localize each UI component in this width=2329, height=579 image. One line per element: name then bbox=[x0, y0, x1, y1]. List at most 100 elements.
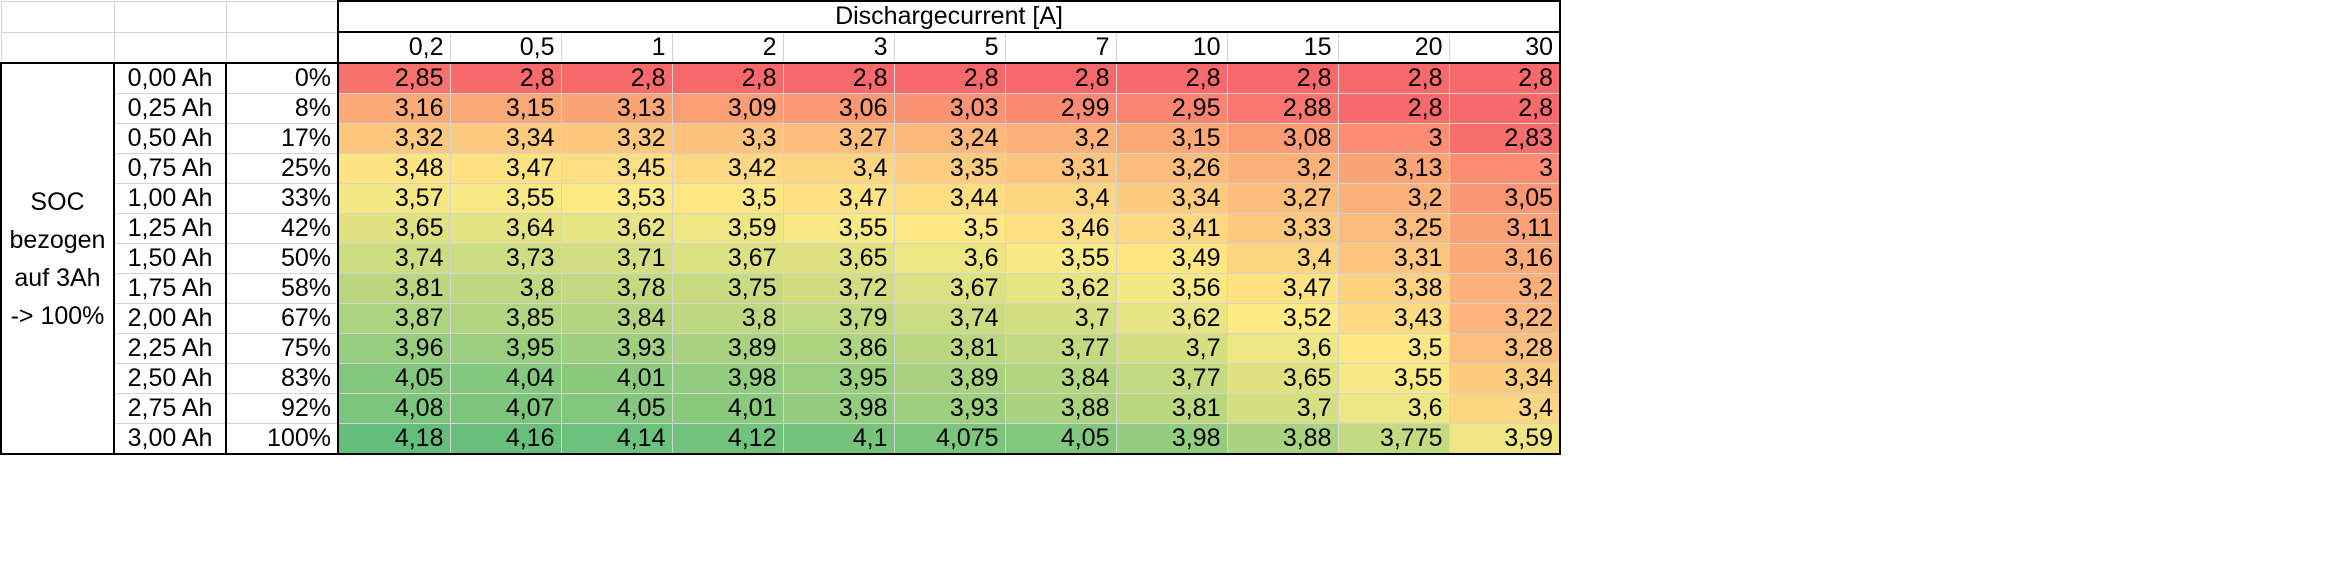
capacity-cell: 1,75 Ah bbox=[113, 273, 227, 304]
voltage-cell: 2,88 bbox=[1226, 93, 1339, 124]
voltage-cell: 3,31 bbox=[1004, 153, 1117, 184]
voltage-cell: 4,12 bbox=[671, 423, 784, 455]
voltage-cell: 3,77 bbox=[1115, 363, 1228, 394]
voltage-cell: 3,62 bbox=[1004, 273, 1117, 304]
voltage-cell: 3 bbox=[1337, 123, 1450, 154]
voltage-cell: 3,7 bbox=[1004, 303, 1117, 334]
voltage-cell: 3,88 bbox=[1004, 393, 1117, 424]
header-blank-cell bbox=[225, 31, 339, 64]
voltage-cell: 3,96 bbox=[337, 333, 451, 364]
current-header-cell: 5 bbox=[893, 31, 1006, 64]
voltage-cell: 3,53 bbox=[560, 183, 673, 214]
voltage-cell: 4,05 bbox=[337, 363, 451, 394]
voltage-cell: 4,05 bbox=[560, 393, 673, 424]
voltage-cell: 2,8 bbox=[1115, 62, 1228, 94]
voltage-cell: 3,77 bbox=[1004, 333, 1117, 364]
voltage-cell: 3,2 bbox=[1337, 183, 1450, 214]
capacity-cell: 3,00 Ah bbox=[113, 423, 227, 455]
header-blank-cell bbox=[0, 0, 115, 33]
voltage-cell: 3,8 bbox=[449, 273, 562, 304]
voltage-cell: 3,57 bbox=[337, 183, 451, 214]
voltage-cell: 3,45 bbox=[560, 153, 673, 184]
header-blank-cell bbox=[113, 31, 227, 64]
table-row: SOC bezogen auf 3Ah -> 100% 0,00 Ah 0% 2,85… bbox=[0, 62, 1562, 455]
soc-percent-cell: 83% bbox=[225, 363, 339, 394]
voltage-cell: 2,8 bbox=[1337, 93, 1450, 124]
voltage-cell: 3,62 bbox=[560, 213, 673, 244]
voltage-cell: 3,03 bbox=[893, 93, 1006, 124]
header-blank-cell bbox=[113, 0, 227, 33]
voltage-cell: 3,47 bbox=[1226, 273, 1339, 304]
voltage-cell: 3,98 bbox=[1115, 423, 1228, 455]
capacity-cell: 2,50 Ah bbox=[113, 363, 227, 394]
voltage-cell: 3,55 bbox=[1337, 363, 1450, 394]
capacity-cell: 0,00 Ah bbox=[113, 62, 227, 94]
voltage-cell: 3,59 bbox=[671, 213, 784, 244]
voltage-cell: 2,99 bbox=[1004, 93, 1117, 124]
voltage-cell: 3,52 bbox=[1226, 303, 1339, 334]
voltage-cell: 3,16 bbox=[337, 93, 451, 124]
voltage-cell: 3,22 bbox=[1448, 303, 1562, 334]
voltage-cell: 3,64 bbox=[449, 213, 562, 244]
table-row: 0,25 Ah 8% 3,16 3,15 3,13 3,09 3,06 3,03 2,99 2,9… bbox=[1, 93, 1562, 124]
discharge-voltage-table: Dischargecurrent [A] 0,2 0,5 1 2 3 5 7 10 15 20 30 S… bbox=[0, 0, 1562, 455]
voltage-cell: 3,56 bbox=[1115, 273, 1228, 304]
table-row: 3,00 Ah 100% 4,18 4,16 4,14 4,12 4,1 4,075 4,05 3… bbox=[1, 423, 1562, 455]
voltage-cell: 3,55 bbox=[1004, 243, 1117, 274]
capacity-cell: 1,25 Ah bbox=[113, 213, 227, 244]
soc-percent-cell: 50% bbox=[225, 243, 339, 274]
current-header-cell: 7 bbox=[1004, 31, 1117, 64]
voltage-cell: 4,14 bbox=[560, 423, 673, 455]
voltage-cell: 3,47 bbox=[449, 153, 562, 184]
voltage-cell: 2,95 bbox=[1115, 93, 1228, 124]
voltage-cell: 2,8 bbox=[1337, 62, 1450, 94]
voltage-cell: 3,33 bbox=[1226, 213, 1339, 244]
voltage-cell: 3,59 bbox=[1448, 423, 1562, 455]
voltage-cell: 3,06 bbox=[782, 93, 895, 124]
voltage-cell: 3,41 bbox=[1115, 213, 1228, 244]
voltage-cell: 4,1 bbox=[782, 423, 895, 455]
table-row: 2,50 Ah 83% 4,05 4,04 4,01 3,98 3,95 3,89 3,84 3,… bbox=[1, 363, 1562, 394]
voltage-cell: 3,72 bbox=[782, 273, 895, 304]
voltage-cell: 3,74 bbox=[893, 303, 1006, 334]
voltage-cell: 3,11 bbox=[1448, 213, 1562, 244]
table-row: 1,75 Ah 58% 3,81 3,8 3,78 3,75 3,72 3,67 3,62 3,5… bbox=[1, 273, 1562, 304]
voltage-cell: 3,48 bbox=[337, 153, 451, 184]
voltage-cell: 4,18 bbox=[337, 423, 451, 455]
voltage-cell: 3,55 bbox=[449, 183, 562, 214]
voltage-cell: 3,88 bbox=[1226, 423, 1339, 455]
voltage-cell: 3,5 bbox=[671, 183, 784, 214]
voltage-cell: 3,7 bbox=[1115, 333, 1228, 364]
voltage-cell: 3,6 bbox=[1337, 393, 1450, 424]
voltage-cell: 3,95 bbox=[782, 363, 895, 394]
voltage-cell: 3,34 bbox=[1115, 183, 1228, 214]
voltage-cell: 2,8 bbox=[1448, 93, 1562, 124]
voltage-cell: 3,73 bbox=[449, 243, 562, 274]
table-row: 1,25 Ah 42% 3,65 3,64 3,62 3,59 3,55 3,5 3,46 3,4… bbox=[1, 213, 1562, 244]
voltage-cell: 4,075 bbox=[893, 423, 1006, 455]
voltage-cell: 3,43 bbox=[1337, 303, 1450, 334]
voltage-cell: 3,24 bbox=[893, 123, 1006, 154]
voltage-cell: 3,8 bbox=[671, 303, 784, 334]
voltage-cell: 3,79 bbox=[782, 303, 895, 334]
voltage-cell: 4,16 bbox=[449, 423, 562, 455]
voltage-cell: 3,3 bbox=[671, 123, 784, 154]
voltage-cell: 3,67 bbox=[671, 243, 784, 274]
voltage-cell: 3,2 bbox=[1448, 273, 1562, 304]
voltage-cell: 3,65 bbox=[782, 243, 895, 274]
table-row: 2,75 Ah 92% 4,08 4,07 4,05 4,01 3,98 3,93 3,88 3,… bbox=[1, 393, 1562, 424]
capacity-cell: 1,00 Ah bbox=[113, 183, 227, 214]
soc-label-cell: SOC bezogen auf 3Ah -> 100% bbox=[0, 62, 115, 455]
table-row: 2,25 Ah 75% 3,96 3,95 3,93 3,89 3,86 3,81 3,77 3,… bbox=[1, 333, 1562, 364]
voltage-cell: 3,42 bbox=[671, 153, 784, 184]
voltage-cell: 3,32 bbox=[337, 123, 451, 154]
voltage-cell: 3,34 bbox=[449, 123, 562, 154]
current-header-cell: 10 bbox=[1115, 31, 1228, 64]
current-header-cell: 0,2 bbox=[337, 31, 451, 64]
soc-percent-cell: 100% bbox=[225, 423, 339, 455]
voltage-cell: 3,65 bbox=[337, 213, 451, 244]
table-row: 2,00 Ah 67% 3,87 3,85 3,84 3,8 3,79 3,74 3,7 3,62… bbox=[1, 303, 1562, 334]
voltage-cell: 4,08 bbox=[337, 393, 451, 424]
capacity-cell: 2,75 Ah bbox=[113, 393, 227, 424]
voltage-cell: 3,4 bbox=[1004, 183, 1117, 214]
